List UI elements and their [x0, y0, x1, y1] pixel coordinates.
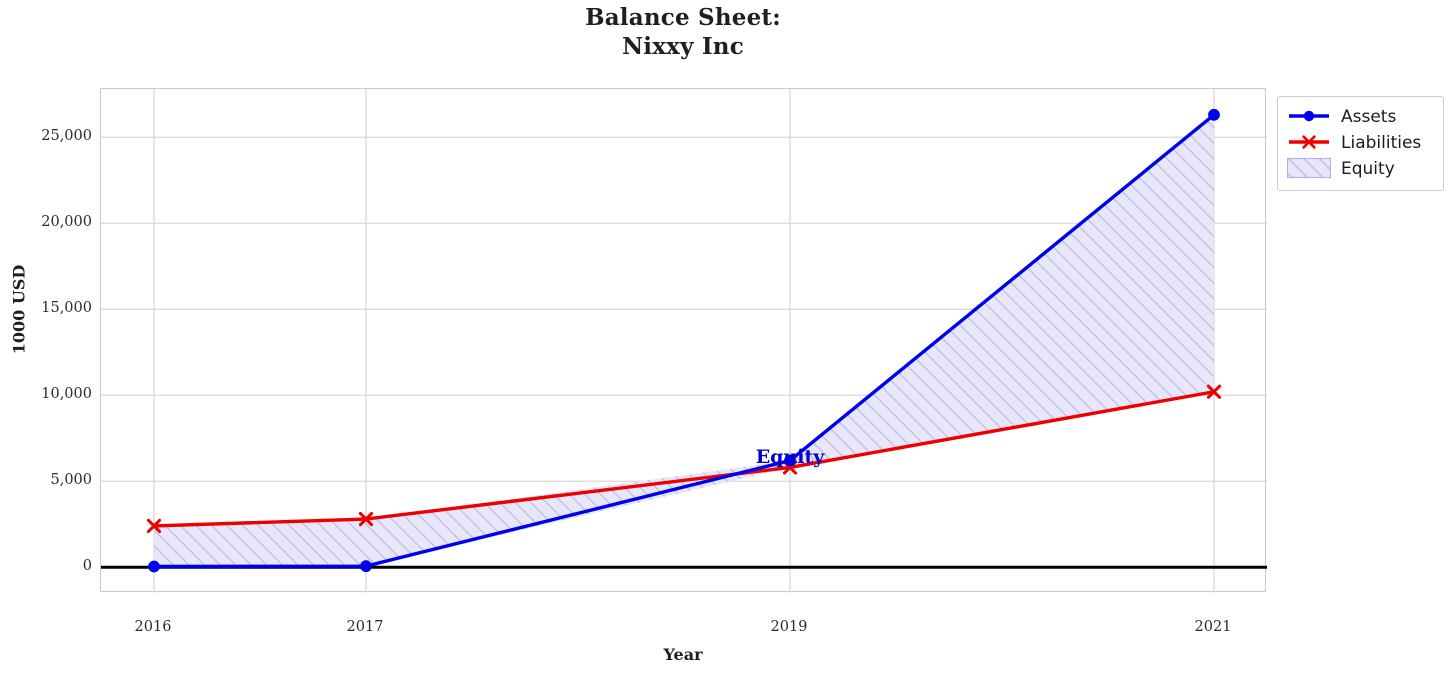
liabilities-data-marker [1206, 384, 1222, 399]
y-axis-tick-label: 10,000 [41, 386, 92, 403]
legend-key-hatched-patch [1287, 158, 1331, 180]
x-axis-tick-labels: 2016 2017 2019 2021 [100, 619, 1266, 643]
legend-label: Equity [1341, 159, 1395, 179]
assets-data-marker [360, 560, 372, 573]
liabilities-line [152, 390, 1216, 528]
equity-annotation-label: Equity [755, 446, 825, 469]
assets-data-marker [784, 454, 796, 467]
x-axis-tick-label: 2019 [770, 619, 808, 635]
assets-series [148, 108, 1220, 573]
liabilities-data-marker [146, 518, 162, 534]
y-axis-title: 1000 USD [9, 264, 29, 355]
equity-swatch-rect [1287, 158, 1331, 178]
line-marker-x-red-icon [1289, 135, 1329, 149]
plot-canvas [101, 89, 1267, 593]
y-axis-tick-label: 25,000 [41, 128, 92, 145]
chart-legend: Assets Liabilities Equity [1277, 96, 1444, 191]
legend-item-equity[interactable]: Equity [1287, 156, 1434, 182]
legend-item-liabilities[interactable]: Liabilities [1287, 130, 1434, 156]
legend-key-line-marker-circle-blue [1287, 106, 1331, 128]
x-axis-tick-label: 2021 [1194, 619, 1232, 635]
line-marker-circle-blue-icon [1289, 110, 1329, 122]
y-axis-tick-labels: 0 5,000 10,000 15,000 20,000 25,000 [0, 88, 92, 592]
liabilities-series [146, 384, 1222, 534]
chart-title-line-2: Nixxy Inc [622, 32, 744, 60]
legend-label: Assets [1341, 107, 1397, 127]
assets-line [152, 113, 1216, 569]
equity-swatch-icon [1287, 158, 1331, 178]
legend-x-marker [1302, 135, 1316, 149]
x-axis-tick-label: 2016 [134, 619, 172, 635]
chart-title-line-1: Balance Sheet: [585, 4, 781, 31]
equity-fill-region [154, 114, 1214, 567]
liabilities-data-marker [358, 511, 374, 527]
y-axis-tick-label: 20,000 [41, 214, 92, 231]
y-axis-tick-label: 15,000 [41, 300, 92, 317]
x-axis-title: Year [663, 645, 703, 664]
legend-item-assets[interactable]: Assets [1287, 104, 1434, 130]
equity-area [154, 114, 1214, 567]
plot-area: Equity [100, 88, 1267, 593]
chart-title: Balance Sheet: Nixxy Inc [100, 4, 1266, 62]
x-axis-tick-label: 2017 [346, 619, 384, 635]
assets-data-marker [148, 560, 160, 573]
y-axis-tick-label: 5,000 [50, 472, 92, 489]
legend-key-line-marker-x-red [1287, 132, 1331, 154]
assets-data-marker [1208, 108, 1220, 121]
y-axis-tick-label: 0 [82, 558, 92, 575]
legend-circle-marker [1303, 110, 1315, 122]
legend-label: Liabilities [1341, 133, 1422, 153]
